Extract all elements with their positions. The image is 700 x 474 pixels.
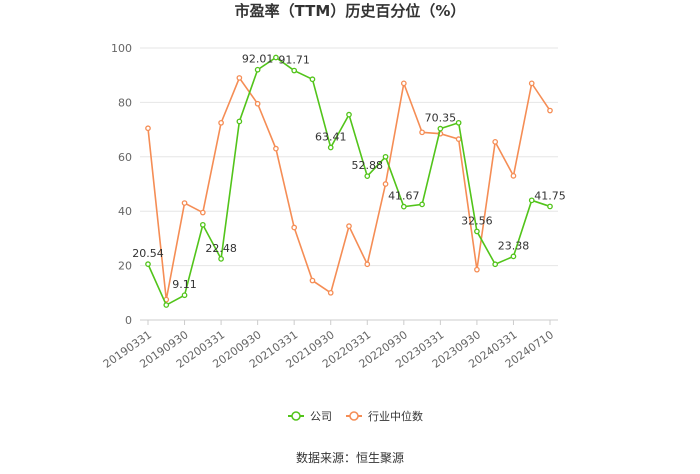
data-point[interactable]	[419, 201, 425, 208]
data-point[interactable]	[528, 80, 535, 87]
legend-marker	[291, 411, 301, 421]
data-label: 20.54	[132, 247, 164, 260]
data-label: 91.71	[278, 54, 310, 67]
data-label: 41.67	[388, 190, 420, 203]
data-point[interactable]	[181, 200, 188, 206]
series-0	[145, 54, 553, 308]
data-point[interactable]	[254, 66, 261, 73]
legend-item-0[interactable]: 公司	[288, 410, 332, 423]
data-point[interactable]	[145, 125, 151, 132]
data-point[interactable]	[218, 256, 224, 262]
data-point[interactable]	[382, 181, 389, 187]
data-label: 23.38	[498, 239, 530, 252]
source-note: 数据来源：恒生聚源	[296, 450, 404, 465]
data-point[interactable]	[474, 266, 480, 273]
data-point[interactable]	[455, 136, 462, 142]
data-point[interactable]	[218, 119, 224, 126]
data-label: 63.41	[315, 131, 347, 144]
legend-item-1[interactable]: 行业中位数	[346, 409, 423, 423]
data-point[interactable]	[273, 145, 279, 152]
data-point[interactable]	[364, 261, 371, 268]
y-tick-label: 100	[111, 42, 132, 55]
legend[interactable]: 公司 行业中位数	[288, 409, 423, 423]
data-point[interactable]	[492, 138, 499, 145]
data-point[interactable]	[474, 228, 480, 235]
y-tick-label: 20	[118, 260, 132, 273]
y-tick-label: 0	[125, 314, 132, 327]
data-point[interactable]	[346, 111, 352, 118]
data-label: 41.75	[534, 189, 566, 202]
legend-marker	[349, 411, 359, 421]
data-point[interactable]	[181, 292, 188, 299]
data-point[interactable]	[291, 67, 298, 74]
data-point[interactable]	[455, 119, 462, 126]
data-label: 92.01	[242, 53, 274, 66]
data-point[interactable]	[510, 253, 517, 260]
data-label: 70.35	[425, 112, 457, 125]
data-point[interactable]	[309, 76, 316, 83]
data-point[interactable]	[199, 209, 206, 216]
data-point[interactable]	[419, 129, 425, 136]
axes: 0204060801002019033120190930202003312020…	[101, 42, 558, 371]
data-point[interactable]	[400, 80, 407, 87]
data-point[interactable]	[492, 261, 499, 268]
data-point[interactable]	[309, 277, 316, 284]
series-layer	[145, 54, 553, 308]
series-line	[147, 76, 551, 300]
y-tick-label: 40	[118, 205, 132, 218]
data-point[interactable]	[145, 261, 151, 267]
data-point[interactable]	[254, 100, 261, 107]
legend-label: 公司	[310, 410, 332, 423]
data-point[interactable]	[273, 54, 279, 61]
data-point[interactable]	[547, 203, 553, 210]
data-label: 22.48	[205, 242, 237, 255]
legend-label: 行业中位数	[368, 409, 423, 423]
data-point[interactable]	[547, 107, 553, 114]
data-point[interactable]	[528, 197, 535, 204]
y-tick-label: 60	[118, 151, 132, 164]
data-label: 9.11	[172, 278, 197, 291]
data-point[interactable]	[199, 221, 206, 228]
data-label: 32.56	[461, 214, 493, 227]
data-point[interactable]	[346, 223, 352, 230]
data-labels: 20.54 9.11 22.48 92.01 91.71 63.41 52.88 41.67 7…	[132, 53, 566, 291]
data-point[interactable]	[327, 144, 334, 151]
data-point[interactable]	[382, 153, 389, 160]
grid-lines	[140, 47, 558, 267]
data-point[interactable]	[400, 203, 407, 210]
data-point[interactable]	[327, 289, 334, 296]
data-point[interactable]	[236, 118, 243, 125]
data-label: 52.88	[352, 159, 384, 172]
data-point[interactable]	[510, 172, 517, 179]
y-tick-label: 80	[118, 96, 132, 109]
data-point[interactable]	[291, 224, 298, 231]
data-point[interactable]	[163, 302, 170, 308]
chart-title: 市盈率（TTM）历史百分位（%）	[235, 2, 466, 20]
data-point[interactable]	[364, 173, 371, 180]
data-point[interactable]	[437, 125, 444, 132]
series-1	[145, 75, 553, 303]
data-point[interactable]	[236, 75, 243, 81]
